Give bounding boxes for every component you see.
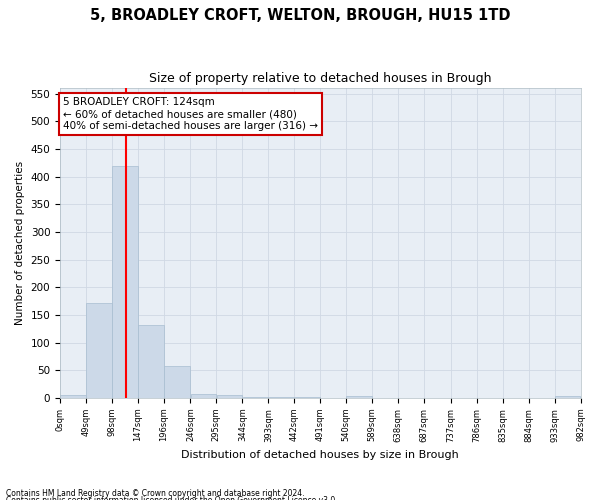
Text: Contains public sector information licensed under the Open Government Licence v3: Contains public sector information licen… — [6, 496, 338, 500]
Bar — [191, 394, 216, 398]
Bar — [112, 166, 137, 398]
Bar — [295, 397, 320, 398]
X-axis label: Distribution of detached houses by size in Brough: Distribution of detached houses by size … — [181, 450, 459, 460]
Text: 5, BROADLEY CROFT, WELTON, BROUGH, HU15 1TD: 5, BROADLEY CROFT, WELTON, BROUGH, HU15 … — [90, 8, 510, 22]
Title: Size of property relative to detached houses in Brough: Size of property relative to detached ho… — [149, 72, 491, 86]
Bar — [60, 395, 86, 398]
Bar — [242, 397, 268, 398]
Bar — [138, 326, 164, 398]
Bar — [269, 397, 294, 398]
Bar — [555, 396, 580, 398]
Bar — [217, 395, 242, 398]
Text: 5 BROADLEY CROFT: 124sqm
← 60% of detached houses are smaller (480)
40% of semi-: 5 BROADLEY CROFT: 124sqm ← 60% of detach… — [62, 98, 317, 130]
Y-axis label: Number of detached properties: Number of detached properties — [15, 161, 25, 325]
Bar — [86, 303, 112, 398]
Text: Contains HM Land Registry data © Crown copyright and database right 2024.: Contains HM Land Registry data © Crown c… — [6, 488, 305, 498]
Bar — [346, 396, 372, 398]
Bar — [164, 366, 190, 398]
